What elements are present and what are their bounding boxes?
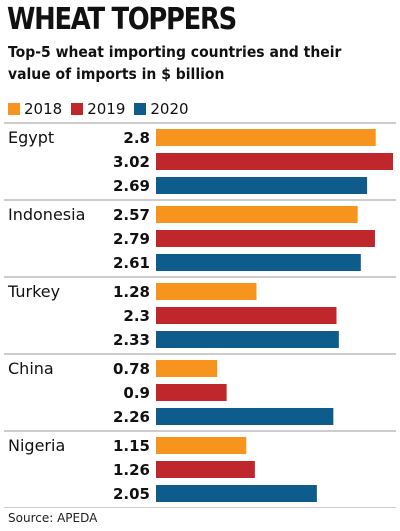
- category-label: Turkey: [7, 282, 60, 301]
- bar-2019-egypt: [156, 153, 393, 170]
- data-label: 0.78: [113, 360, 150, 378]
- data-label: 2.79: [113, 230, 150, 248]
- subtitle-line-1: Top-5 wheat importing countries and thei…: [8, 43, 342, 61]
- bar-2020-nigeria: [156, 485, 317, 502]
- bar-2019-turkey: [156, 307, 337, 324]
- category-label: China: [8, 359, 54, 378]
- bar-2018-turkey: [156, 283, 257, 300]
- source-note: Source: APEDA: [8, 511, 98, 525]
- legend-label-2020: 2020: [150, 100, 189, 118]
- bar-2020-indonesia: [156, 254, 361, 271]
- legend-item-2018: 2018: [8, 100, 62, 118]
- data-label: 2.69: [113, 177, 150, 195]
- category-label: Egypt: [8, 128, 54, 147]
- data-label: 2.05: [113, 485, 150, 503]
- data-label: 1.15: [113, 437, 150, 455]
- bar-2020-china: [156, 408, 334, 425]
- legend-swatch-2019: [71, 103, 84, 115]
- data-label: 0.9: [123, 384, 150, 402]
- legend-item-2020: 2020: [134, 100, 189, 118]
- chart-title: WHEAT TOPPERS: [7, 2, 237, 37]
- category-label: Indonesia: [8, 205, 85, 224]
- bar-2019-china: [156, 384, 227, 401]
- bar-2018-indonesia: [156, 206, 358, 223]
- bar-chart: Egypt 2.8 3.02 2.69 Indonesia 2.57 2.79 2.61 Tur…: [4, 122, 396, 508]
- legend-swatch-2018: [8, 103, 20, 115]
- bar-2019-nigeria: [156, 461, 255, 478]
- data-label: 1.28: [113, 283, 150, 301]
- bar-2020-egypt: [156, 177, 368, 194]
- chart-legend: 2018 2019 2020: [8, 99, 198, 119]
- data-label: 2.26: [113, 408, 150, 426]
- data-label: 2.61: [113, 254, 150, 272]
- bar-2018-egypt: [156, 129, 376, 146]
- chart-subtitle: Top-5 wheat importing countries and thei…: [8, 41, 359, 85]
- data-label: 2.8: [123, 129, 150, 147]
- data-label: 3.02: [113, 153, 150, 171]
- data-label: 2.33: [113, 331, 150, 349]
- subtitle-line-2: value of imports in $ billion: [8, 65, 225, 83]
- data-label: 2.3: [123, 307, 150, 325]
- legend-swatch-2020: [134, 103, 147, 115]
- data-label: 1.26: [113, 461, 150, 479]
- legend-label-2019: 2019: [87, 100, 126, 118]
- legend-item-2019: 2019: [71, 100, 125, 118]
- bar-2018-china: [156, 360, 218, 377]
- legend-label-2018: 2018: [24, 100, 63, 118]
- bar-2018-nigeria: [156, 437, 247, 454]
- category-label: Nigeria: [8, 436, 65, 455]
- bar-2020-turkey: [156, 331, 339, 348]
- bar-2019-indonesia: [156, 230, 375, 247]
- data-label: 2.57: [113, 206, 150, 224]
